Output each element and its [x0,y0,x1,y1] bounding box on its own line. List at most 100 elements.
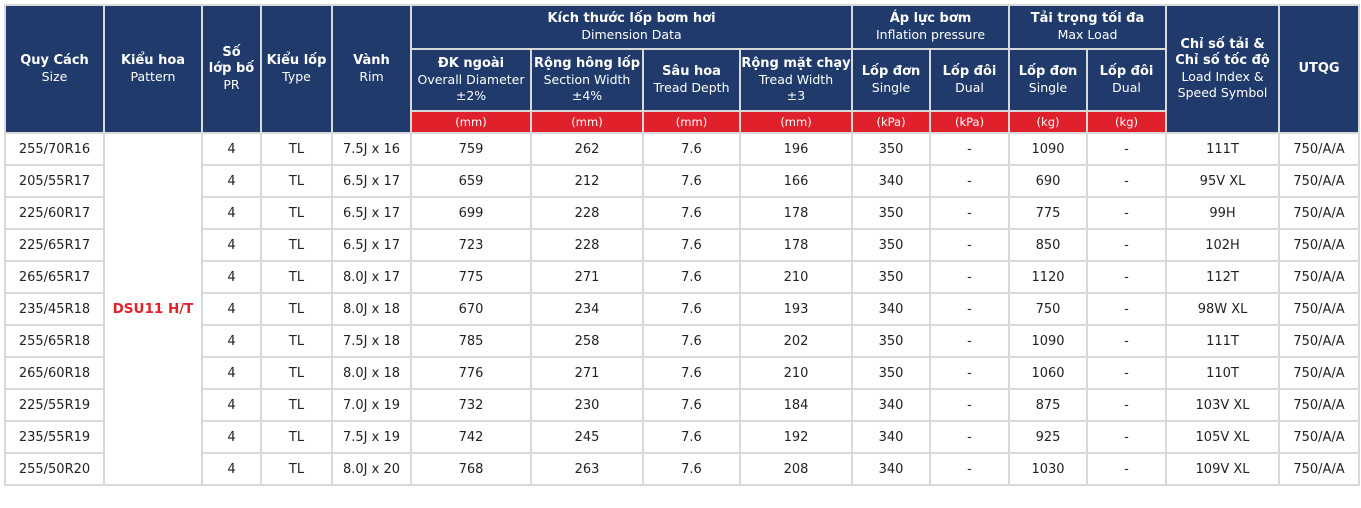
cell-rim: 7.0J x 19 [331,388,412,422]
header-rim-en: Rim [359,69,384,84]
header-section-width: Rộng hông lốp Section Width ±4% [530,48,644,112]
header-dimension-vi: Kích thước lốp bơm hơi [547,11,716,26]
cell-tread-width: 202 [738,324,854,358]
cell-section-width: 228 [530,228,644,262]
table-row: 255/70R16 DSU11 H/T 4 TL 7.5J x 16 759 262 7.6 1… [4,132,1361,486]
header-max-load: Tải trọng tối đa Max Load [1008,4,1168,50]
header-size-vi: Quy Cách [20,53,89,68]
cell-section-width: 230 [530,388,644,422]
header-dimension-en: Dimension Data [581,27,682,42]
header-size: Quy Cách Size [4,4,105,134]
cell-overall-diameter: 742 [410,420,532,454]
cell-load-dual: - [1086,356,1168,390]
unit-inflation-dual: (kPa) [929,110,1011,134]
cell-pr: 4 [201,292,262,326]
cell-utqg: 750/A/A [1278,356,1361,390]
cell-section-width: 263 [530,452,644,486]
cell-utqg: 750/A/A [1278,452,1361,486]
header-max-load-en: Max Load [1057,27,1118,42]
cell-load-dual: - [1086,420,1168,454]
cell-load-index: 102H [1165,228,1281,262]
cell-load-index: 112T [1165,260,1281,294]
header-sw-en: Section Width [543,72,631,87]
cell-load-single: 690 [1008,164,1089,198]
cell-size: 255/50R20 [4,452,105,486]
cell-inflation-dual: - [929,260,1011,294]
cell-type: TL [260,388,333,422]
cell-utqg: 750/A/A [1278,228,1361,262]
cell-tread-depth: 7.6 [642,260,741,294]
cell-rim: 7.5J x 19 [331,420,412,454]
cell-inflation-dual: - [929,420,1011,454]
cell-rim: 7.5J x 16 [331,132,412,166]
cell-inflation-single: 340 [851,420,932,454]
cell-load-dual: - [1086,292,1168,326]
cell-section-width: 262 [530,132,644,166]
header-pr: Số lớp bố PR [201,4,262,134]
table-row: 265/60R18 4 TL 8.0J x 18 776 271 7.6 210 350-106… [4,356,1361,390]
header-max-load-vi: Tải trọng tối đa [1030,11,1145,26]
cell-load-dual: - [1086,452,1168,486]
header-dimension: Kích thước lốp bơm hơi Dimension Data [409,4,854,50]
cell-inflation-single: 350 [851,356,932,390]
table-row: 225/65R17 4 TL 6.5J x 17 723 228 7.6 178 350-850… [4,228,1361,262]
cell-tread-depth: 7.6 [642,292,741,326]
header-rim: Vành Rim [331,4,412,134]
cell-load-dual: - [1086,164,1168,198]
cell-load-index: 98W XL [1165,292,1281,326]
table-row: 205/55R17 4 TL 6.5J x 17 659 212 7.6 166 340-690… [4,164,1361,198]
header-type-en: Type [282,69,311,84]
cell-size: 225/65R17 [4,228,105,262]
header-sw-vi: Rộng hông lốp [534,56,640,71]
cell-tread-depth: 7.6 [642,228,741,262]
cell-tread-depth: 7.6 [642,388,741,422]
cell-load-dual: - [1086,260,1168,294]
cell-type: TL [260,132,333,166]
cell-pr: 4 [201,260,262,294]
cell-load-index: 109V XL [1165,452,1281,486]
header-utqg: UTQG [1278,4,1361,134]
cell-load-dual: - [1086,132,1168,166]
cell-rim: 8.0J x 17 [331,260,412,294]
tire-spec-table: Quy Cách Size Kiểu hoa Pattern Số lớp bố… [4,4,1361,486]
cell-inflation-dual: - [929,196,1011,230]
cell-utqg: 750/A/A [1278,324,1361,358]
cell-rim: 8.0J x 18 [331,356,412,390]
cell-inflation-dual: - [929,388,1011,422]
cell-overall-diameter: 768 [410,452,532,486]
cell-inflation-dual: - [929,324,1011,358]
cell-pr: 4 [201,196,262,230]
cell-tread-depth: 7.6 [642,356,741,390]
header-type-vi: Kiểu lốp [266,53,327,68]
header-inflation: Áp lực bơm Inflation pressure [851,4,1011,50]
header-od-vi: ĐK ngoài [437,56,505,71]
cell-load-single: 850 [1008,228,1089,262]
header-tw-en: Tread Width [758,72,834,87]
cell-load-dual: - [1086,388,1168,422]
header-inf-single-vi: Lốp đơn [861,64,921,79]
cell-pr: 4 [201,324,262,358]
cell-size: 235/55R19 [4,420,105,454]
cell-overall-diameter: 659 [410,164,532,198]
header-inf-dual-en: Dual [955,80,984,95]
cell-pr: 4 [201,452,262,486]
unit-tread-width: (mm) [738,110,854,134]
cell-tread-width: 166 [738,164,854,198]
cell-inflation-single: 340 [851,292,932,326]
cell-rim: 6.5J x 17 [331,228,412,262]
cell-inflation-single: 350 [851,324,932,358]
cell-load-index: 110T [1165,356,1281,390]
header-overall-diameter: ĐK ngoài Overall Diameter ±2% [410,48,532,112]
cell-load-index: 95V XL [1165,164,1281,198]
header-pattern-en: Pattern [130,69,176,84]
cell-size: 225/60R17 [4,196,105,230]
header-inf-dual-vi: Lốp đôi [942,64,997,79]
unit-tread-depth: (mm) [642,110,741,134]
cell-pr: 4 [201,132,262,166]
cell-overall-diameter: 759 [410,132,532,166]
header-pattern: Kiểu hoa Pattern [103,4,203,134]
cell-size: 205/55R17 [4,164,105,198]
table-row: 225/55R19 4 TL 7.0J x 19 732 230 7.6 184 340-875… [4,388,1361,422]
header-od-tolerance: ±2% [455,88,487,103]
cell-load-index: 105V XL [1165,420,1281,454]
